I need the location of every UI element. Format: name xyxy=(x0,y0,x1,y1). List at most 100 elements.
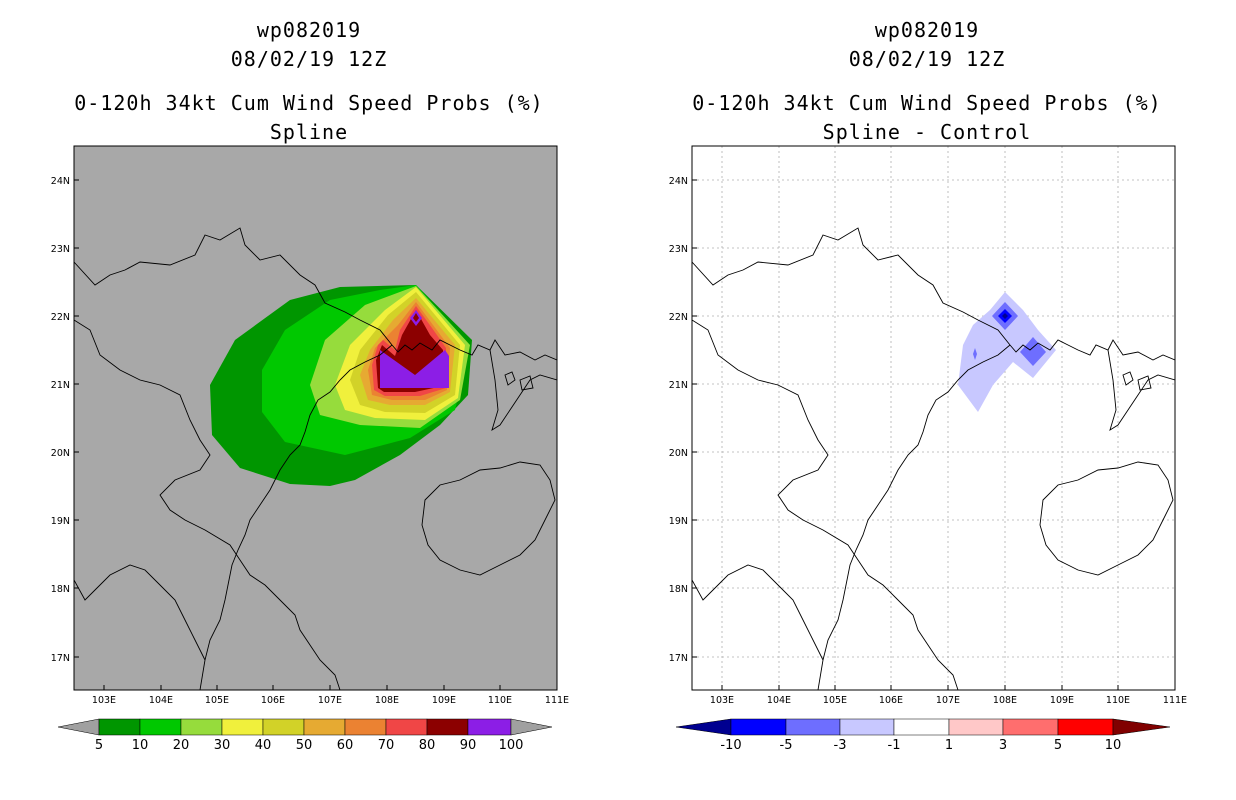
colorbar-label: 100 xyxy=(499,738,524,753)
right-colorbar: -10 -5 -3 -1 1 3 5 10 xyxy=(675,718,1171,753)
colorbar-under-arrow xyxy=(57,718,100,736)
vietnam-coast xyxy=(817,344,1011,690)
subtitle: Spline - Control xyxy=(822,120,1032,144)
colorbar-label: -10 xyxy=(720,738,741,753)
colorbar-bin xyxy=(139,718,182,736)
lon-label: 104E xyxy=(767,695,791,706)
lat-label: 21N xyxy=(51,380,70,391)
colorbar-label: 3 xyxy=(999,738,1007,753)
lon-label: 108E xyxy=(993,695,1017,706)
china-coast xyxy=(1009,339,1175,361)
lon-label: 110E xyxy=(488,695,512,706)
colorbar-label: 30 xyxy=(214,738,231,753)
lat-label: 24N xyxy=(51,176,70,187)
colorbar-label: 40 xyxy=(255,738,272,753)
colorbar-label: 5 xyxy=(1054,738,1062,753)
contour-80-peak xyxy=(413,313,419,322)
product-title: 0-120h 34kt Cum Wind Speed Probs (%) xyxy=(692,91,1162,115)
subtitle: Spline xyxy=(269,120,349,144)
lon-label: 103E xyxy=(710,695,734,706)
china-coast xyxy=(391,339,557,361)
colorbar-label: 20 xyxy=(173,738,190,753)
storm-id-title: wp082019 xyxy=(256,18,362,42)
laos-vietnam-border xyxy=(692,319,959,690)
colorbar-bin xyxy=(221,718,264,736)
lon-label: 109E xyxy=(1050,695,1074,706)
contour-90 xyxy=(380,350,449,388)
lon-label: 106E xyxy=(879,695,903,706)
lat-label: 18N xyxy=(51,584,70,595)
lon-label: 111E xyxy=(545,695,569,706)
lon-labels: 103E 104E 105E 106E 107E 108E 109E 110E … xyxy=(710,695,1187,706)
lon-ticks xyxy=(103,685,558,690)
colorbar-bin xyxy=(1057,718,1114,736)
hainan-island xyxy=(1039,461,1174,576)
lon-labels: 103E 104E 105E 106E 107E 108E 109E 110E … xyxy=(92,695,569,706)
lon-label: 108E xyxy=(375,695,399,706)
right-map-svg: 24N 23N 22N 21N 20N 19N 18N 17N 103E 104… xyxy=(669,145,1187,753)
diff-contour-minus3-b xyxy=(1020,337,1046,366)
lon-label: 105E xyxy=(823,695,847,706)
colorbar-bin xyxy=(785,718,841,736)
map-background xyxy=(692,146,1175,690)
lat-ticks xyxy=(74,179,79,658)
lon-label: 107E xyxy=(318,695,342,706)
storm-id-title: wp082019 xyxy=(874,18,980,42)
lon-label: 105E xyxy=(205,695,229,706)
colorbar-bin xyxy=(385,718,428,736)
diff-contour-minus10 xyxy=(1002,313,1008,319)
colorbar-bin xyxy=(180,718,223,736)
colorbar-bin xyxy=(948,718,1004,736)
colorbar-over-arrow xyxy=(510,718,553,736)
lon-ticks xyxy=(721,685,1176,690)
leizhou-peninsula xyxy=(1107,349,1175,432)
lat-label: 22N xyxy=(669,312,688,323)
colorbar-bin xyxy=(467,718,512,736)
lon-label: 111E xyxy=(1163,695,1187,706)
datetime-title: 08/02/19 12Z xyxy=(848,47,1006,71)
colorbar-label: 5 xyxy=(95,738,103,753)
lat-label: 20N xyxy=(669,448,688,459)
hainan-island xyxy=(421,461,556,576)
colorbar-bin xyxy=(262,718,305,736)
left-colorbar: 5 10 20 30 40 50 60 70 80 90 100 xyxy=(57,718,553,753)
datetime-title: 08/02/19 12Z xyxy=(230,47,388,71)
lat-label: 17N xyxy=(51,653,70,664)
gridlines xyxy=(692,146,1175,690)
lon-label: 103E xyxy=(92,695,116,706)
colorbar-bin xyxy=(303,718,346,736)
lon-label: 109E xyxy=(432,695,456,706)
colorbar-over-arrow xyxy=(1112,718,1171,736)
left-panel: wp082019 08/02/19 12Z 0-120h 34kt Cum Wi… xyxy=(51,18,569,753)
diff-small-spot xyxy=(973,348,977,360)
lat-labels: 24N 23N 22N 21N 20N 19N 18N 17N xyxy=(51,176,70,664)
lon-label: 106E xyxy=(261,695,285,706)
lat-label: 19N xyxy=(51,516,70,527)
lon-label: 104E xyxy=(149,695,173,706)
right-panel: wp082019 08/02/19 12Z 0-120h 34kt Cum Wi… xyxy=(618,0,1236,800)
colorbar-label: 90 xyxy=(460,738,477,753)
coastlines-borders xyxy=(74,227,557,690)
lat-label: 23N xyxy=(669,244,688,255)
colorbar-label: -3 xyxy=(834,738,847,753)
colorbar-label: 80 xyxy=(419,738,436,753)
product-title: 0-120h 34kt Cum Wind Speed Probs (%) xyxy=(74,91,544,115)
lat-label: 23N xyxy=(51,244,70,255)
colorbar-label: -1 xyxy=(888,738,901,753)
lat-label: 17N xyxy=(669,653,688,664)
lat-label: 19N xyxy=(669,516,688,527)
colorbar-label: 70 xyxy=(378,738,395,753)
gulf-islands xyxy=(504,371,534,391)
laos-thailand-border xyxy=(74,564,206,661)
colorbar-label: 1 xyxy=(945,738,953,753)
colorbar-bin xyxy=(839,718,895,736)
colorbar-bin xyxy=(426,718,469,736)
colorbar-under-arrow xyxy=(675,718,732,736)
colorbar-bin xyxy=(98,718,141,736)
colorbar-bin xyxy=(344,718,387,736)
vietnam-coast xyxy=(199,344,393,690)
colorbar-label: 60 xyxy=(337,738,354,753)
china-vietnam-border xyxy=(74,227,393,346)
gulf-islands xyxy=(1122,371,1152,391)
lat-labels: 24N 23N 22N 21N 20N 19N 18N 17N xyxy=(669,176,688,664)
